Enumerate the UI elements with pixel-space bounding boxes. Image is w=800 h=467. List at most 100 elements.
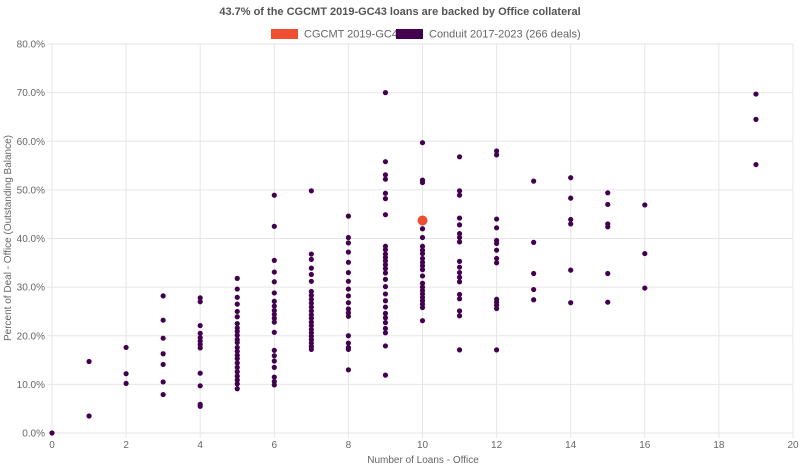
data-point[interactable] bbox=[419, 226, 426, 232]
data-point[interactable] bbox=[494, 240, 500, 246]
data-point[interactable] bbox=[382, 212, 389, 218]
data-point[interactable] bbox=[271, 307, 277, 314]
data-point[interactable] bbox=[642, 250, 648, 257]
data-point[interactable] bbox=[382, 176, 389, 182]
data-point[interactable] bbox=[160, 379, 166, 385]
data-point[interactable] bbox=[382, 270, 389, 276]
data-point[interactable] bbox=[234, 339, 240, 346]
data-point[interactable] bbox=[345, 259, 351, 265]
data-point[interactable] bbox=[382, 291, 389, 297]
data-point[interactable] bbox=[234, 314, 240, 320]
data-point[interactable] bbox=[531, 178, 537, 184]
legend-item-cgcmt[interactable]: CGCMT 2019-GC43 bbox=[271, 29, 404, 41]
data-point[interactable] bbox=[123, 371, 129, 377]
data-point[interactable] bbox=[382, 172, 389, 178]
data-point[interactable] bbox=[382, 325, 389, 332]
data-point[interactable] bbox=[531, 286, 537, 293]
data-point[interactable] bbox=[382, 310, 389, 316]
data-point[interactable] bbox=[494, 260, 500, 266]
data-point[interactable] bbox=[197, 295, 203, 301]
data-point[interactable] bbox=[123, 344, 129, 351]
data-point[interactable] bbox=[345, 300, 351, 306]
data-point[interactable] bbox=[160, 335, 166, 341]
data-point[interactable] bbox=[123, 380, 129, 387]
data-point[interactable] bbox=[345, 340, 351, 346]
data-point[interactable] bbox=[382, 196, 389, 202]
data-point[interactable] bbox=[753, 91, 759, 97]
data-point[interactable] bbox=[234, 364, 240, 370]
data-point[interactable] bbox=[308, 346, 314, 352]
data-point[interactable] bbox=[271, 192, 277, 198]
data-point[interactable] bbox=[382, 247, 389, 253]
data-point[interactable] bbox=[308, 271, 314, 278]
data-point[interactable] bbox=[382, 159, 389, 165]
data-point[interactable] bbox=[234, 301, 240, 307]
data-point[interactable] bbox=[753, 161, 759, 168]
data-point[interactable] bbox=[382, 298, 389, 304]
data-point[interactable] bbox=[382, 258, 389, 264]
data-point[interactable] bbox=[494, 225, 500, 231]
data-point[interactable] bbox=[234, 286, 240, 292]
data-point[interactable] bbox=[419, 234, 426, 241]
data-point[interactable] bbox=[456, 313, 463, 319]
data-point[interactable] bbox=[568, 300, 574, 306]
data-point[interactable] bbox=[382, 330, 389, 336]
data-point[interactable] bbox=[494, 347, 500, 353]
data-point[interactable] bbox=[308, 256, 314, 263]
data-point[interactable] bbox=[197, 345, 203, 351]
data-point[interactable] bbox=[271, 358, 277, 364]
data-point[interactable] bbox=[271, 353, 277, 359]
data-point[interactable] bbox=[271, 329, 277, 335]
data-point[interactable] bbox=[234, 320, 240, 327]
data-point[interactable] bbox=[456, 279, 463, 285]
data-point[interactable] bbox=[456, 234, 463, 241]
data-point[interactable] bbox=[382, 90, 389, 96]
data-point[interactable] bbox=[605, 201, 611, 208]
data-point[interactable] bbox=[271, 298, 277, 304]
data-point[interactable] bbox=[197, 299, 203, 305]
data-point[interactable] bbox=[494, 152, 500, 158]
data-point[interactable] bbox=[605, 299, 611, 305]
data-point[interactable] bbox=[160, 391, 166, 398]
data-point[interactable] bbox=[382, 266, 389, 272]
data-point[interactable] bbox=[345, 249, 351, 255]
data-point[interactable] bbox=[234, 377, 240, 383]
data-point[interactable] bbox=[197, 322, 203, 329]
data-point[interactable] bbox=[419, 243, 426, 249]
data-point[interactable] bbox=[456, 192, 463, 198]
data-point[interactable] bbox=[160, 317, 166, 323]
data-point[interactable] bbox=[531, 297, 537, 303]
data-point[interactable] bbox=[568, 267, 574, 273]
data-point[interactable] bbox=[456, 154, 463, 160]
data-point[interactable] bbox=[308, 315, 314, 321]
data-point[interactable] bbox=[234, 275, 240, 281]
data-point[interactable] bbox=[234, 294, 240, 300]
data-point[interactable] bbox=[308, 304, 314, 310]
data-point[interactable] bbox=[382, 276, 389, 282]
data-point[interactable] bbox=[271, 279, 277, 285]
data-point[interactable] bbox=[456, 308, 463, 314]
data-point[interactable] bbox=[494, 148, 500, 154]
data-point[interactable] bbox=[753, 116, 759, 122]
data-point[interactable] bbox=[308, 292, 314, 298]
data-point[interactable] bbox=[271, 374, 277, 380]
data-point[interactable] bbox=[308, 288, 314, 295]
data-point[interactable] bbox=[345, 278, 351, 284]
data-point[interactable] bbox=[568, 216, 574, 223]
data-point[interactable] bbox=[197, 403, 203, 409]
data-point[interactable] bbox=[568, 175, 574, 181]
data-point[interactable] bbox=[419, 280, 426, 286]
data-point[interactable] bbox=[308, 322, 314, 329]
data-point[interactable] bbox=[271, 382, 277, 388]
data-point[interactable] bbox=[308, 188, 314, 194]
data-point[interactable] bbox=[234, 360, 240, 366]
data-point[interactable] bbox=[642, 285, 648, 291]
data-point[interactable] bbox=[271, 311, 277, 317]
data-point[interactable] bbox=[308, 296, 314, 302]
data-point[interactable] bbox=[531, 239, 537, 245]
data-point[interactable] bbox=[456, 239, 463, 245]
data-point[interactable] bbox=[234, 308, 240, 315]
data-point[interactable] bbox=[271, 347, 277, 353]
data-point[interactable] bbox=[419, 273, 426, 279]
data-point[interactable] bbox=[419, 250, 426, 257]
